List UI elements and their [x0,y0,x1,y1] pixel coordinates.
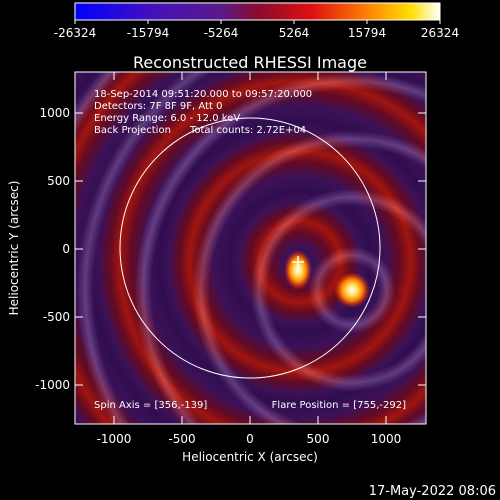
fringe-rings-secondary [75,72,426,424]
x-tick-label-1: -500 [168,432,195,446]
info-line-method: Back Projection Total counts: 2.72E+04 [94,125,306,136]
colorbar-label-1: -15794 [127,26,170,40]
y-tick-label-0: 1000 [39,106,70,120]
x-tick-label-0: -1000 [97,432,132,446]
x-tick-label-4: 1000 [371,432,402,446]
colorbar-label-0: -26324 [54,26,97,40]
y-tick-label-1: 500 [47,174,70,188]
x-axis-ticks [113,72,387,424]
plot-title: Reconstructed RHESSI Image [133,53,367,72]
timestamp: 17-May-2022 08:06 [369,484,496,499]
y-axis-label: Heliocentric Y (arcsec) [7,181,21,316]
colorbar-label-4: 15794 [348,26,386,40]
source-blob-secondary [284,250,312,290]
spin-axis-marker [292,256,304,268]
flare-position-text: Flare Position = [755,-292] [272,400,406,411]
rhessi-image [75,72,426,424]
info-line-time: 18-Sep-2014 09:51:20.000 to 09:57:20.000 [94,89,312,100]
colorbar-label-3: 5264 [279,26,310,40]
y-tick-label-3: -500 [43,310,70,324]
info-line-detectors: Detectors: 7F 8F 9F, Att 0 [94,101,222,112]
colorbar-label-5: 26324 [421,26,459,40]
colorbar-label-2: -5264 [204,26,239,40]
colorbar: -26324 -15794 -5264 5264 15794 26324 [54,2,459,40]
solar-limb [119,117,381,379]
x-axis-label: Heliocentric X (arcsec) [182,450,318,464]
source-blob-primary [334,272,370,308]
spin-axis-text: Spin Axis = [356,-139] [94,400,207,411]
y-tick-label-2: 0 [62,242,70,256]
x-tick-label-3: 500 [307,432,330,446]
colorbar-ticks [74,20,441,24]
y-tick-label-4: -1000 [35,378,70,392]
colorbar-gradient [74,2,441,21]
x-tick-label-2: 0 [246,432,254,446]
y-axis-ticks [75,112,426,386]
info-line-energy: Energy Range: 6.0 - 12.0 keV [94,113,240,124]
